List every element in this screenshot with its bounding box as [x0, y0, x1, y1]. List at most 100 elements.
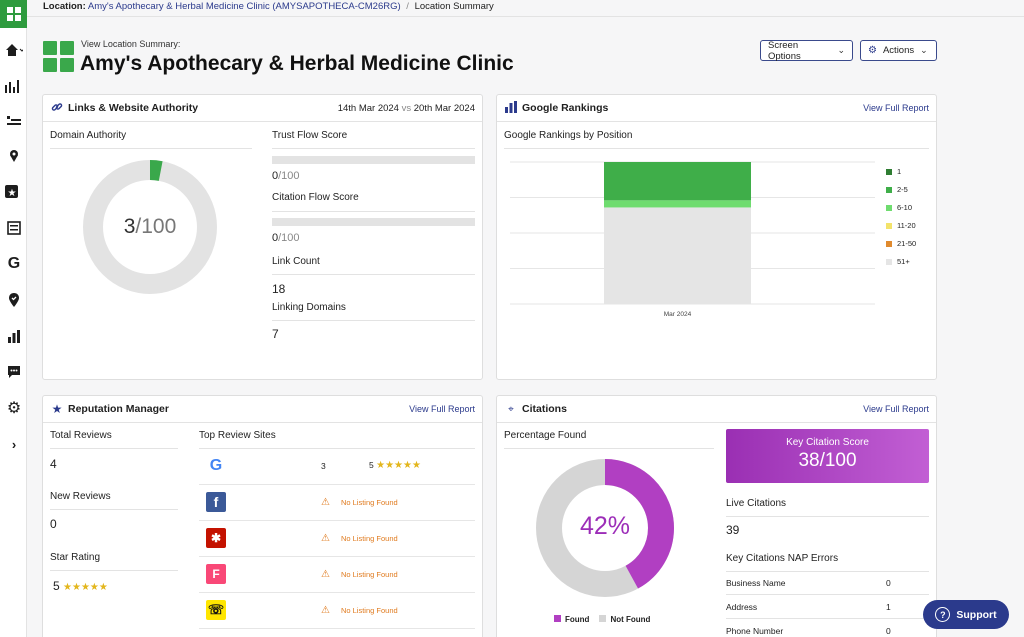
citations-card-header: ⌖ Citations View Full Report [497, 396, 936, 423]
warning-icon: ⚠ [321, 497, 330, 508]
page-title: Amy's Apothecary & Herbal Medicine Clini… [80, 52, 514, 75]
key-citation-score-box: Key Citation Score 38/100 [726, 429, 929, 483]
actions-button[interactable]: ⚙ Actions ⌄ [860, 40, 937, 61]
live-citations-value: 39 [726, 523, 740, 537]
google-view-report-link[interactable]: View Full Report [863, 103, 929, 113]
divider [27, 16, 1024, 17]
status-text: No Listing Found [340, 570, 398, 579]
percentage-found-value: 42% [579, 512, 631, 540]
page-subtitle: View Location Summary: [81, 39, 181, 49]
bar-chart-icon[interactable] [3, 325, 25, 347]
google-icon[interactable]: G [7, 255, 21, 272]
key-citation-score-value: 38/100 [798, 450, 857, 471]
chevron-right-icon[interactable]: › [11, 436, 17, 452]
svg-text:★: ★ [8, 188, 17, 199]
divider [726, 571, 929, 572]
bar-segment-2-5 [604, 162, 751, 201]
reputation-view-report-link[interactable]: View Full Report [409, 404, 475, 414]
divider [504, 148, 929, 149]
google-subtitle: Google Rankings by Position [504, 130, 633, 141]
trust-flow-score: 0/100 [272, 170, 300, 182]
date-vs: vs [401, 103, 412, 114]
x-tick-label: Mar 2024 [664, 311, 692, 318]
nap-errors-label: Key Citations NAP Errors [726, 553, 839, 564]
star-rating-stars: ★★★★★ [63, 582, 108, 593]
citations-legend: Found Not Found [554, 615, 650, 624]
divider [272, 274, 475, 275]
top-review-sites-label: Top Review Sites [199, 430, 276, 441]
date-from: 14th Mar 2024 [337, 103, 399, 114]
breadcrumb-separator: / [406, 1, 409, 12]
map-pin-icon[interactable] [3, 145, 25, 167]
review-site-row[interactable]: ✱ ⚠ No Listing Found [199, 521, 475, 557]
link-count-value: 18 [272, 282, 286, 296]
bar-segment-51+ [604, 207, 751, 304]
legend-swatch [886, 240, 892, 247]
nap-row-label: Phone Number [726, 626, 784, 636]
screen-options-button[interactable]: Screen Options ⌄ [760, 39, 853, 62]
star-icon[interactable]: ★ [3, 181, 25, 203]
citation-flow-score: 0/100 [272, 232, 300, 244]
list-icon[interactable] [3, 217, 25, 239]
star-icon: ★ [51, 402, 63, 416]
gear-icon[interactable]: ⚙ [6, 400, 22, 417]
divider [726, 516, 929, 517]
nap-row-value: 1 [886, 602, 891, 612]
warning-icon: ⚠ [321, 605, 330, 616]
breadcrumb: Location: Amy's Apothecary & Herbal Medi… [43, 1, 494, 15]
domain-authority-max: /100 [135, 215, 177, 238]
rankings-icon[interactable] [3, 110, 25, 132]
screen-options-label: Screen Options [768, 39, 801, 62]
domain-authority-label: Domain Authority [50, 130, 127, 141]
no-listing-status: ⚠ No Listing Found [321, 497, 398, 508]
citation-flow-label: Citation Flow Score [272, 192, 359, 203]
support-button[interactable]: ? Support [923, 600, 1009, 629]
actions-label: Actions [882, 45, 915, 56]
reputation-card-header: ★ Reputation Manager View Full Report [43, 396, 482, 423]
review-site-row[interactable]: f ⚠ No Listing Found [199, 485, 475, 521]
legend-found-label: Found [565, 615, 590, 624]
status-text: No Listing Found [340, 498, 398, 507]
google-rankings-card: Google Rankings View Full Report [496, 94, 937, 380]
trust-flow-label: Trust Flow Score [272, 130, 348, 141]
reputation-card-title: Reputation Manager [68, 403, 169, 415]
donut-found [536, 459, 674, 597]
warning-icon: ⚠ [321, 533, 330, 544]
breadcrumb-location-link[interactable]: Amy's Apothecary & Herbal Medicine Clini… [87, 1, 401, 12]
divider [50, 570, 178, 571]
legend-item: 21-50 [886, 239, 916, 248]
legend-swatch [886, 168, 892, 175]
reputation-card: ★ Reputation Manager View Full Report [42, 395, 483, 637]
divider [726, 594, 929, 595]
legend-swatch [886, 186, 892, 193]
location-icon[interactable] [3, 289, 25, 311]
grid-icon[interactable] [0, 0, 27, 28]
chat-icon[interactable] [3, 361, 25, 383]
divider [272, 148, 475, 149]
review-site-row[interactable]: F ⚠ No Listing Found [199, 557, 475, 593]
citations-view-report-link[interactable]: View Full Report [863, 404, 929, 414]
no-listing-status: ⚠ No Listing Found [321, 533, 398, 544]
no-listing-status: ⚠ No Listing Found [321, 605, 398, 616]
no-listing-status: ⚠ No Listing Found [321, 569, 398, 580]
home-icon[interactable] [3, 39, 25, 61]
key-citation-score-label: Key Citation Score [786, 437, 869, 448]
links-card: Links & Website Authority 14th Mar 2024 … [42, 94, 483, 380]
trust-flow-max: /100 [278, 170, 300, 182]
domain-authority-value: 3 [123, 215, 136, 238]
cog-icon: ⚙ [868, 45, 877, 56]
review-rating-value: 5 [369, 460, 374, 470]
trust-flow-value: 0 [272, 170, 279, 182]
review-site-row[interactable]: G 3 5 ★★★★★ [199, 449, 475, 485]
divider [272, 320, 475, 321]
legend-swatch [886, 222, 892, 229]
chart-icon[interactable] [3, 75, 25, 97]
nap-row-label: Address [726, 602, 758, 612]
review-site-row[interactable]: ☏ ⚠ No Listing Found [199, 593, 475, 629]
citation-flow-bar [272, 218, 475, 226]
new-reviews-value: 0 [50, 517, 57, 531]
total-reviews-value: 4 [50, 457, 57, 471]
pin-icon: ⌖ [508, 403, 514, 415]
nap-row: Address 1 [726, 602, 929, 612]
legend-swatch [886, 258, 892, 265]
